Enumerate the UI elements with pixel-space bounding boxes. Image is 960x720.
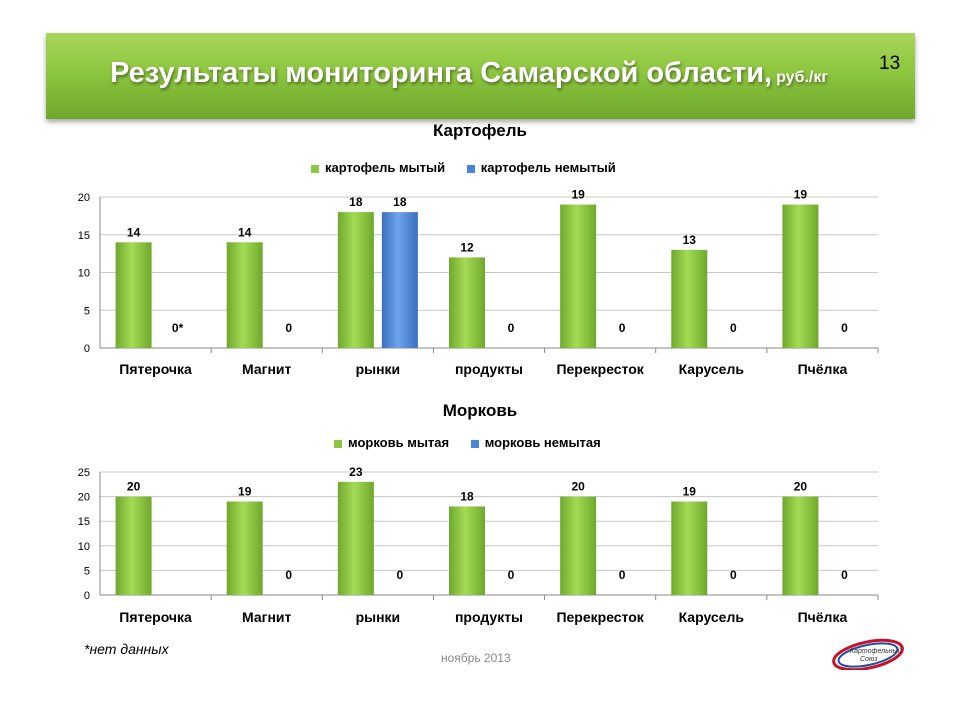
bar — [381, 212, 418, 348]
legend-item-potato-washed: картофель мытый — [311, 160, 445, 175]
category-label: Перекресток — [556, 361, 644, 377]
category-label: Магнит — [242, 609, 292, 625]
bar — [337, 212, 374, 348]
data-label: 18 — [349, 195, 363, 209]
y-tick-label: 25 — [78, 467, 90, 479]
bar — [560, 496, 597, 595]
data-label: 0 — [619, 568, 626, 582]
bar — [449, 506, 485, 595]
data-label: 0 — [508, 568, 515, 582]
legend-label: картофель мытый — [325, 160, 446, 175]
data-label: 0 — [508, 321, 515, 335]
svg-text:Картофельный: Картофельный — [850, 647, 902, 655]
potato-legend: картофель мытый картофель немытый — [311, 160, 634, 175]
category-label: Пятерочка — [119, 361, 192, 377]
data-label: 19 — [238, 485, 252, 499]
category-label: Пятерочка — [119, 609, 192, 625]
category-label: рынки — [356, 609, 401, 625]
y-tick-label: 10 — [78, 268, 90, 280]
category-label: Магнит — [242, 361, 292, 377]
data-label: 0 — [619, 321, 626, 335]
legend-label: морковь мытая — [348, 435, 450, 450]
data-label: 18 — [460, 489, 474, 503]
data-label: 0 — [285, 321, 292, 335]
bar — [115, 242, 152, 348]
data-label: 14 — [127, 225, 141, 239]
y-tick-label: 0 — [84, 343, 90, 355]
bar — [560, 204, 597, 348]
data-label: 0 — [730, 568, 737, 582]
legend-item-carrot-unwashed: морковь немытая — [470, 435, 601, 450]
slide-title-text: Результаты мониторинга Самарской области… — [110, 57, 773, 89]
legend-swatch — [311, 164, 319, 173]
data-label: 0 — [285, 568, 292, 582]
bar — [782, 204, 819, 348]
y-tick-label: 20 — [78, 492, 90, 504]
category-label: рынки — [356, 361, 401, 377]
y-tick-label: 15 — [78, 516, 90, 528]
category-label: Пчёлка — [798, 361, 848, 377]
data-label: 0* — [172, 321, 184, 335]
data-label: 20 — [571, 480, 585, 494]
data-label: 0 — [841, 321, 848, 335]
data-label: 12 — [460, 240, 474, 254]
data-label: 19 — [683, 485, 697, 499]
category-label: Карусель — [679, 609, 745, 625]
footnote: *нет данных — [84, 641, 169, 657]
category-label: продукты — [455, 609, 523, 625]
y-tick-label: 10 — [78, 541, 90, 553]
carrot-chart: 0 5 10 15 20 25 Пятерочка 20 Магнит 19 0 рынки 23 0 пр… — [78, 465, 879, 625]
bar — [782, 496, 819, 595]
data-label: 0 — [841, 568, 848, 582]
data-label: 14 — [238, 225, 252, 239]
y-tick-label: 20 — [78, 192, 90, 204]
bar — [449, 257, 485, 348]
category-label: Перекресток — [556, 609, 644, 625]
bar — [115, 496, 152, 595]
data-label: 0 — [730, 321, 737, 335]
legend-swatch — [334, 439, 342, 448]
data-label: 19 — [794, 188, 808, 202]
legend-label: морковь немытая — [484, 435, 601, 450]
category-label: Пчёлка — [798, 609, 848, 625]
svg-text:Союз: Союз — [860, 656, 878, 663]
legend-swatch — [470, 439, 479, 448]
bar — [671, 501, 708, 595]
category-label: продукты — [455, 361, 523, 377]
y-tick-label: 5 — [84, 565, 90, 577]
data-label: 20 — [127, 480, 141, 494]
slide-title-unit: руб./кг — [776, 69, 829, 86]
potato-chart-title: Картофель — [432, 121, 528, 140]
title-banner: Результаты мониторинга Самарской области… — [46, 33, 915, 119]
y-tick-label: 15 — [78, 230, 90, 242]
y-tick-label: 0 — [84, 590, 90, 602]
carrot-chart-title: Морковь — [442, 401, 518, 420]
bar — [671, 249, 708, 348]
data-label: 18 — [393, 195, 407, 209]
data-label: 0 — [397, 568, 404, 582]
legend-swatch — [466, 164, 475, 173]
slide-number: 13 — [879, 53, 901, 74]
potato-chart: 0 5 10 15 20 Пятерочка 14 0* Магнит 14 0 рынки 18 18 п… — [78, 188, 879, 377]
legend-label: картофель немытый — [480, 160, 616, 175]
carrot-legend: морковь мытая морковь немытая — [334, 435, 619, 450]
slide-title: Результаты мониторинга Самарской области… — [110, 57, 828, 90]
y-tick-label: 5 — [84, 305, 90, 317]
legend-item-carrot-washed: морковь мытая — [334, 435, 449, 450]
legend-item-potato-unwashed: картофель немытый — [466, 160, 616, 175]
bar — [337, 481, 374, 595]
date-label: ноябрь 2013 — [441, 651, 511, 665]
data-label: 13 — [683, 233, 697, 247]
data-label: 19 — [571, 188, 585, 202]
potato-union-logo: Картофельный Союз — [832, 638, 904, 670]
bar — [226, 501, 263, 595]
category-label: Карусель — [679, 361, 745, 377]
data-label: 20 — [794, 480, 808, 494]
bar — [226, 242, 263, 348]
data-label: 23 — [349, 465, 363, 479]
